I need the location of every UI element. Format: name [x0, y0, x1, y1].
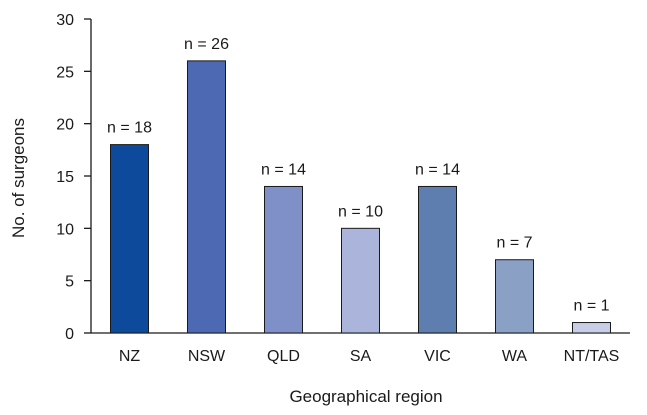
data-labels: n = 18 n = 26 n = 14 n = 10 n = 14 n = 7 n = 1 — [107, 36, 610, 315]
y-tick-label: 25 — [56, 64, 74, 81]
y-tick-label: 30 — [56, 12, 74, 29]
bar-nsw — [187, 60, 226, 334]
x-tick-label: WA — [502, 348, 528, 365]
bar-wa — [495, 259, 534, 334]
y-tick-label: 0 — [65, 326, 74, 343]
x-tick-label: VIC — [424, 348, 451, 365]
y-tick-label: 10 — [56, 221, 74, 238]
bars — [110, 60, 611, 334]
data-label: n = 7 — [496, 235, 532, 252]
data-label: n = 14 — [415, 161, 460, 178]
data-label: n = 26 — [184, 36, 229, 53]
x-tick-label: NSW — [188, 348, 226, 365]
data-label: n = 10 — [338, 203, 383, 220]
data-label: n = 14 — [261, 161, 306, 178]
bar-nt-tas — [572, 322, 611, 334]
x-tick-label: NT/TAS — [564, 348, 620, 365]
bar-sa — [341, 227, 380, 334]
data-label: n = 18 — [107, 120, 152, 137]
x-tick-label: NZ — [119, 348, 141, 365]
x-tick-label: SA — [350, 348, 372, 365]
y-tick-label: 15 — [56, 169, 74, 186]
bar-qld — [264, 185, 303, 334]
y-tick-label: 5 — [65, 274, 74, 291]
y-tick-label: 20 — [56, 117, 74, 134]
bar-nz — [110, 144, 149, 334]
x-axis: NZ NSW QLD SA VIC WA NT/TAS — [91, 332, 630, 365]
x-tick-label: QLD — [267, 348, 300, 365]
y-axis-title: No. of surgeons — [9, 118, 28, 238]
bar-vic — [418, 185, 457, 334]
x-axis-title: Geographical region — [289, 387, 442, 406]
y-axis: 0 5 10 15 20 25 30 — [56, 12, 92, 343]
data-label: n = 1 — [573, 298, 609, 315]
